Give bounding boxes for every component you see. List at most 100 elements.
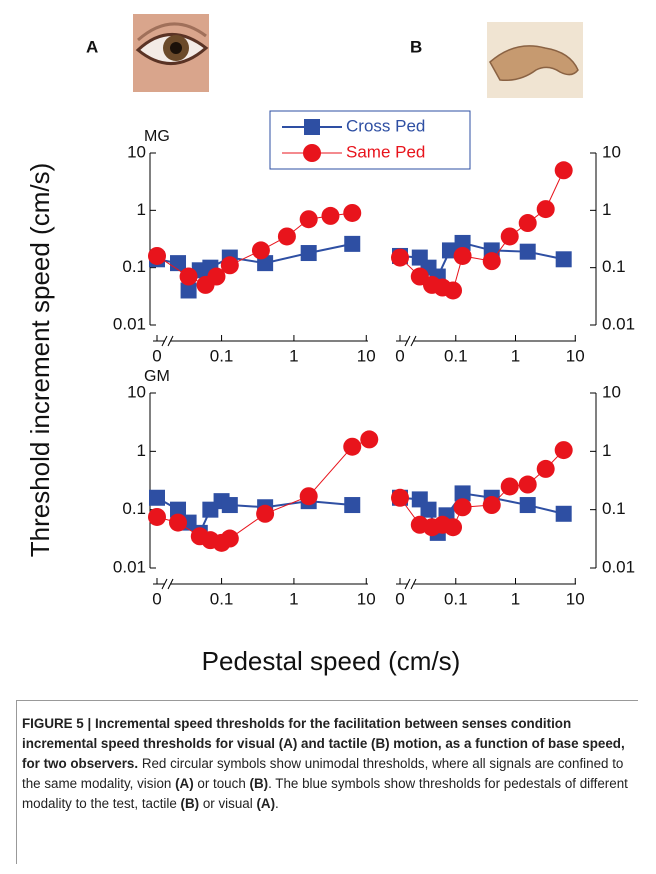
data-point <box>343 203 362 222</box>
x-tick-label: 1 <box>511 589 520 608</box>
y-tick-label: 1 <box>602 441 611 460</box>
data-point <box>207 267 226 286</box>
data-point <box>148 246 166 265</box>
x-tick-label: 0.1 <box>210 589 234 608</box>
y-tick-label: 10 <box>127 382 146 401</box>
data-point <box>519 497 536 514</box>
y-axis-title: Threshold increment speed (cm/s) <box>25 163 55 557</box>
y-tick-label: 1 <box>602 200 611 219</box>
x-tick-label: 0.1 <box>444 346 468 365</box>
axis-break <box>161 335 174 347</box>
data-point <box>444 281 463 300</box>
data-point <box>277 227 296 246</box>
data-point <box>179 267 198 286</box>
data-point <box>391 488 409 507</box>
caption-text: (B) <box>249 776 269 791</box>
data-point <box>220 256 239 275</box>
caption-text: (A) <box>175 776 194 791</box>
x-tick-label: 0 <box>152 589 161 608</box>
data-point <box>180 282 197 299</box>
data-point <box>536 459 555 478</box>
x-tick-label: 1 <box>289 589 298 608</box>
chart: A B Threshold increment speed (cm/s) Ped… <box>25 14 635 676</box>
data-point <box>555 505 572 522</box>
x-tick-label: 10 <box>357 589 376 608</box>
data-point <box>343 437 362 456</box>
data-point <box>518 214 537 233</box>
data-point <box>391 248 409 267</box>
series <box>148 203 362 294</box>
panel-observer-label: MG <box>144 128 170 145</box>
caption-text: . <box>275 796 279 811</box>
data-point <box>453 246 472 265</box>
data-point <box>518 475 537 494</box>
data-point <box>554 161 573 180</box>
series-line <box>156 212 353 286</box>
x-tick-label: 0.1 <box>444 589 468 608</box>
axis-break <box>404 578 417 590</box>
caption-text: or touch <box>193 776 250 791</box>
caption-text: (B) <box>180 796 200 811</box>
caption-rule <box>16 700 17 864</box>
y-tick-label: 10 <box>602 142 621 161</box>
x-tick-label: 0 <box>152 346 161 365</box>
x-axis-title: Pedestal speed (cm/s) <box>202 646 461 676</box>
data-point <box>453 498 472 517</box>
data-point <box>536 200 555 219</box>
y-tick-label: 0.01 <box>602 314 635 333</box>
x-tick-label: 10 <box>566 346 585 365</box>
data-point <box>482 252 501 271</box>
data-point <box>299 487 318 506</box>
legend-marker <box>303 144 321 162</box>
data-point <box>148 507 166 526</box>
y-tick-label: 10 <box>602 382 621 401</box>
series <box>391 161 573 300</box>
y-tick-label: 1 <box>137 441 146 460</box>
data-point <box>454 485 471 502</box>
caption-text: FIGURE 5 | Incremental speed thresholds … <box>22 716 625 771</box>
x-tick-label: 1 <box>289 346 298 365</box>
y-tick-label: 0.1 <box>122 257 146 276</box>
data-point <box>149 489 165 506</box>
data-point <box>170 255 187 272</box>
eye-image <box>133 14 209 92</box>
caption: FIGURE 5 | Incremental speed thresholds … <box>22 714 634 814</box>
data-point <box>321 206 340 225</box>
data-point <box>251 241 270 260</box>
y-tick-label: 0.01 <box>113 314 146 333</box>
panel-observer-label: GM <box>144 368 170 385</box>
x-tick-label: 10 <box>566 589 585 608</box>
legend-label: Cross Ped <box>346 116 425 135</box>
caption-text: (A) <box>256 796 276 811</box>
data-point <box>554 441 573 460</box>
legend-marker <box>304 119 320 135</box>
x-tick-label: 0.1 <box>210 346 234 365</box>
legend-box <box>269 110 471 170</box>
caption-rule <box>16 700 638 701</box>
data-point <box>482 496 501 515</box>
data-point <box>300 245 317 262</box>
y-tick-label: 10 <box>127 142 146 161</box>
caption-text: Red circular symbols show unimodal thres… <box>22 756 624 791</box>
data-point <box>420 501 437 518</box>
data-point <box>444 518 463 537</box>
series <box>391 441 573 537</box>
data-point <box>256 504 275 523</box>
data-point <box>555 251 572 268</box>
x-tick-label: 10 <box>357 346 376 365</box>
hand-image <box>487 22 583 98</box>
legend-label: Same Ped <box>346 142 425 161</box>
x-tick-label: 0 <box>395 346 404 365</box>
data-point <box>500 477 519 496</box>
data-point <box>344 497 361 514</box>
data-point <box>170 501 187 518</box>
series <box>392 234 572 285</box>
data-point <box>360 430 379 449</box>
data-point <box>519 243 536 260</box>
y-tick-label: 1 <box>137 200 146 219</box>
data-point <box>454 234 471 251</box>
panel-label: B <box>410 37 422 56</box>
data-point <box>169 513 188 532</box>
series <box>148 430 379 552</box>
panel-label: A <box>86 37 98 56</box>
